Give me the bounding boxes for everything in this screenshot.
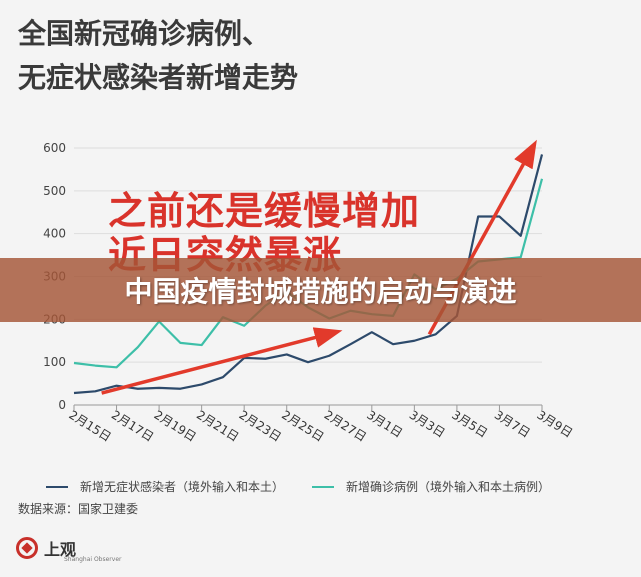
x-tick-label-6: 2月27日 bbox=[322, 408, 369, 445]
y-tick-label-500: 500 bbox=[43, 184, 66, 198]
annotation-slow-increase: 之前还是缓慢增加 bbox=[108, 189, 421, 233]
x-tick-label-3: 2月21日 bbox=[194, 408, 241, 445]
x-tick-label-1: 2月17日 bbox=[109, 408, 156, 445]
legend-item-asymptomatic: 新增无症状感染者（境外输入和本土） bbox=[46, 478, 284, 495]
y-tick-label-600: 600 bbox=[43, 141, 66, 155]
y-tick-label-400: 400 bbox=[43, 227, 66, 241]
x-tick-label-7: 3月1日 bbox=[364, 408, 405, 441]
x-tick-label-0: 2月15日 bbox=[66, 408, 113, 445]
x-tick-label-4: 2月23日 bbox=[237, 408, 284, 445]
line-chart: 01002003004005006002月15日2月17日2月19日2月21日2… bbox=[43, 139, 575, 445]
chart-title: 全国新冠确诊病例、 无症状感染者新增走势 bbox=[18, 12, 618, 100]
legend-label-confirmed: 新增确诊病例（境外输入和本土病例） bbox=[346, 480, 551, 494]
headline-banner: 中国疫情封城措施的启动与演进 bbox=[0, 258, 641, 322]
x-tick-label-8: 3月3日 bbox=[407, 408, 448, 441]
x-tick-label-10: 3月7日 bbox=[492, 408, 533, 441]
annotation-arrow-slow bbox=[101, 327, 343, 395]
x-tick-label-9: 3月5日 bbox=[449, 408, 490, 441]
chart-legend: 新增无症状感染者（境外输入和本土） 新增确诊病例（境外输入和本土病例） bbox=[46, 478, 626, 495]
y-tick-label-0: 0 bbox=[58, 398, 66, 412]
data-source: 数据来源：国家卫建委 bbox=[18, 502, 139, 516]
x-tick-label-5: 2月25日 bbox=[279, 408, 326, 445]
headline-banner-text: 中国疫情封城措施的启动与演进 bbox=[124, 275, 517, 308]
publisher-logo-subtitle: Shanghai Observer bbox=[64, 556, 122, 563]
chart-title-line2: 无症状感染者新增走势 bbox=[18, 61, 299, 94]
publisher-logo-icon bbox=[16, 537, 38, 559]
x-tick-label-2: 2月19日 bbox=[152, 408, 199, 445]
y-tick-label-100: 100 bbox=[43, 355, 66, 369]
publisher-logo-name: 上观 bbox=[44, 540, 77, 559]
legend-item-confirmed: 新增确诊病例（境外输入和本土病例） bbox=[312, 478, 550, 495]
legend-swatch-asymptomatic bbox=[46, 485, 68, 488]
x-tick-label-11: 3月9日 bbox=[534, 408, 575, 441]
chart-title-line1: 全国新冠确诊病例、 bbox=[18, 17, 271, 50]
legend-label-asymptomatic: 新增无症状感染者（境外输入和本土） bbox=[80, 480, 285, 494]
publisher-logo: 上观 Shanghai Observer bbox=[16, 530, 121, 566]
legend-swatch-confirmed bbox=[312, 485, 335, 488]
